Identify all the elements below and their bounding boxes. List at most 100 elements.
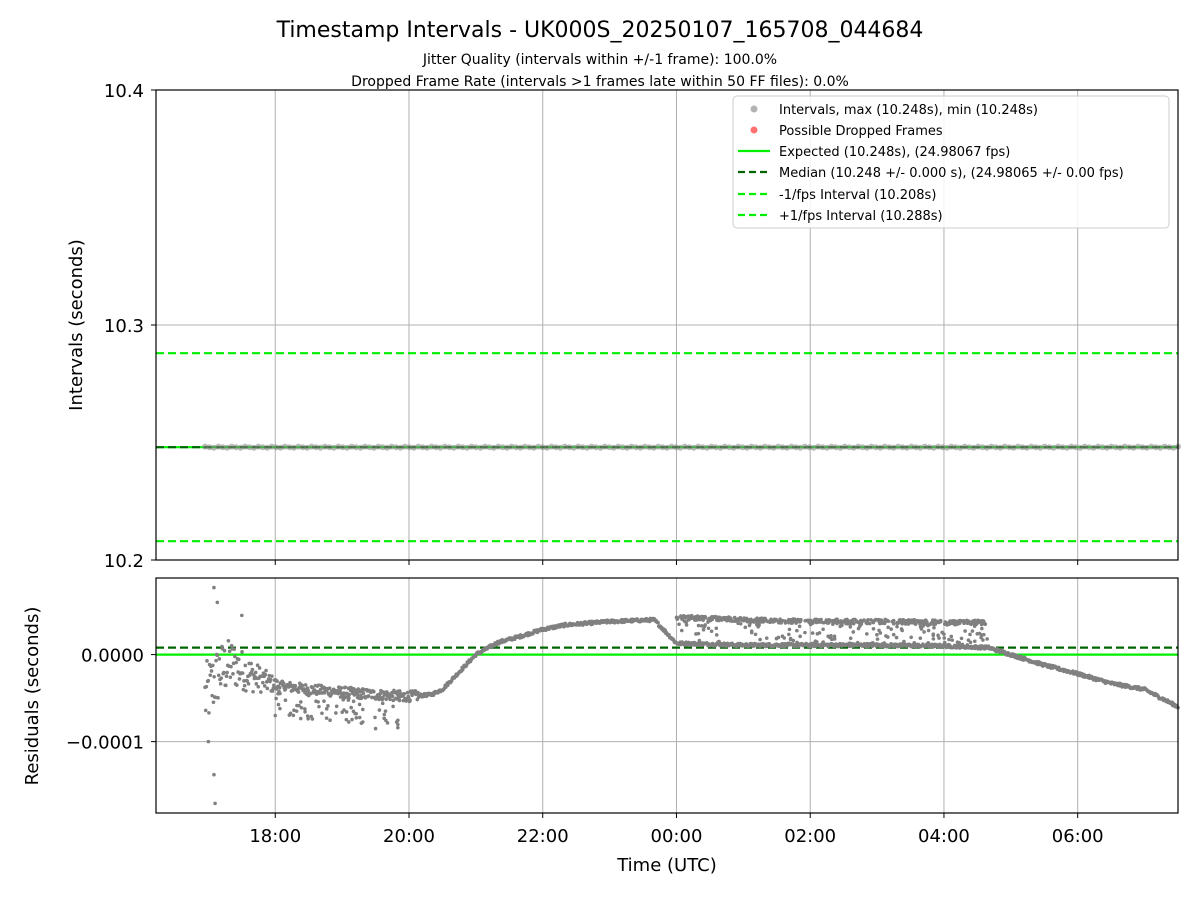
interval-point — [686, 444, 693, 451]
residual-spike-point — [926, 640, 931, 645]
residual-upper-point — [808, 618, 813, 623]
legend-label-minus-fps: -1/fps Interval (10.208s) — [779, 188, 936, 203]
residual-point — [656, 620, 660, 625]
residual-upper-point — [854, 619, 859, 623]
residual-upper-point — [732, 615, 737, 620]
residual-point — [408, 698, 412, 703]
residual-spike-point — [902, 639, 906, 644]
residual-extreme-point — [273, 713, 278, 718]
residual-spike-point — [373, 715, 377, 720]
residual-spike-point — [716, 640, 720, 644]
residual-spike-point — [756, 624, 760, 629]
residual-spike-point — [696, 623, 701, 628]
x-axis-label: Time (UTC) — [616, 855, 717, 876]
interval-point — [268, 443, 275, 450]
residual-spike-point — [970, 629, 975, 633]
residual-spike-point — [398, 694, 402, 699]
interval-point — [761, 443, 768, 450]
residual-spike-point — [865, 632, 869, 636]
residual-point — [277, 685, 282, 690]
residual-spike-point — [942, 622, 947, 626]
residual-upper-point — [701, 617, 705, 622]
residual-spike-point — [774, 636, 779, 641]
residual-spike-point — [940, 630, 944, 635]
residual-spike-point — [385, 721, 390, 725]
x-tick-label: 04:00 — [918, 826, 970, 847]
interval-point — [659, 444, 666, 451]
interval-point — [632, 444, 639, 451]
residual-spike-point — [981, 638, 985, 642]
residual-spike-point — [982, 632, 986, 637]
residual-spike-point — [396, 722, 400, 727]
interval-point — [228, 443, 235, 450]
interval-point — [779, 444, 786, 451]
residual-spike-point — [909, 635, 913, 640]
residual-upper-point — [803, 618, 807, 623]
residual-spike-point — [898, 642, 902, 646]
residual-spike-point — [975, 632, 980, 636]
chart-title: Timestamp Intervals - UK000S_20250107_16… — [276, 18, 924, 43]
interval-point — [1001, 443, 1008, 450]
interval-point — [721, 443, 728, 450]
residual-upper-point — [878, 621, 882, 626]
residual-spike-point — [871, 627, 876, 631]
residual-upper-point — [684, 614, 689, 619]
residual-spike-point — [684, 623, 689, 627]
x-tick-label: 18:00 — [249, 826, 301, 847]
residual-spike-point — [726, 617, 730, 622]
interval-point — [628, 443, 635, 450]
interval-point — [299, 444, 306, 451]
residual-spike-point — [274, 696, 278, 701]
residual-spike-point — [985, 637, 989, 641]
residual-spike-point — [968, 632, 972, 637]
interval-point — [401, 443, 408, 450]
residual-point — [216, 696, 220, 700]
residual-upper-point — [791, 617, 795, 621]
interval-point — [375, 443, 382, 450]
interval-point — [912, 444, 919, 451]
residual-point — [371, 689, 376, 694]
interval-point — [481, 443, 488, 450]
residual-spike-point — [743, 625, 748, 630]
x-tick-label: 20:00 — [383, 826, 435, 847]
interval-point — [321, 443, 328, 450]
residual-point — [445, 683, 450, 688]
interval-point — [601, 443, 608, 450]
residual-point — [265, 686, 270, 691]
residual-spike-point — [808, 622, 813, 627]
interval-point — [948, 443, 955, 450]
residual-spike-point — [754, 619, 759, 623]
interval-point — [1046, 444, 1053, 451]
residual-point — [306, 688, 311, 693]
interval-point — [752, 444, 759, 451]
residual-point — [209, 669, 214, 673]
residual-spike-point — [840, 623, 844, 628]
residual-upper-point — [865, 618, 870, 623]
interval-point — [393, 444, 400, 451]
x-tick-label: 00:00 — [651, 826, 703, 847]
residual-spike-point — [738, 621, 743, 626]
residual-point — [464, 663, 469, 667]
residual-extreme-point — [240, 613, 244, 618]
interval-point — [486, 444, 493, 451]
residual-upper-point — [901, 620, 905, 625]
interval-point — [992, 444, 999, 451]
residual-upper-point — [918, 622, 922, 626]
residual-point — [366, 694, 371, 698]
residual-point — [229, 643, 234, 648]
residual-point — [283, 687, 288, 691]
interval-point — [286, 444, 293, 451]
interval-point — [1152, 444, 1159, 451]
interval-point — [1135, 443, 1142, 450]
residual-spike-point — [288, 711, 293, 716]
interval-point — [966, 444, 973, 451]
residual-upper-point — [718, 616, 723, 621]
residual-upper-point — [730, 619, 735, 623]
interval-point — [681, 443, 688, 450]
residual-spike-point — [873, 642, 878, 647]
residual-point — [390, 694, 395, 699]
interval-point — [615, 443, 622, 450]
residual-upper-point — [703, 614, 707, 619]
residual-upper-point — [881, 620, 886, 624]
